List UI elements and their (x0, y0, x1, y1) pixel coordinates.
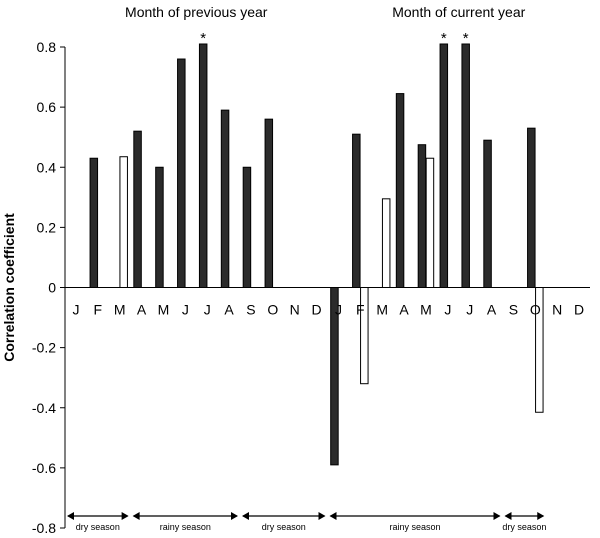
season-label: rainy season (160, 522, 211, 532)
bar (483, 139, 492, 288)
month-label: D (312, 302, 322, 318)
month-label: N (290, 302, 300, 318)
month-label: J (466, 302, 473, 318)
season-arrow-head-left (132, 512, 140, 520)
month-label: F (356, 302, 365, 318)
month-label: J (335, 302, 342, 318)
month-label: D (574, 302, 584, 318)
season-arrow-head-right (121, 512, 129, 520)
month-label: M (376, 302, 388, 318)
y-tick-label: 0.8 (37, 39, 57, 55)
season-arrow-head-right (537, 512, 545, 520)
bar (395, 93, 405, 288)
bar (177, 58, 186, 289)
y-tick-label: -0.8 (32, 520, 56, 536)
month-label: N (552, 302, 562, 318)
bar (119, 156, 128, 288)
month-label: J (182, 302, 189, 318)
bar (155, 166, 164, 288)
bar (133, 130, 142, 288)
y-tick-label: -0.4 (32, 400, 56, 416)
month-label: M (420, 302, 432, 318)
y-tick-label: -0.2 (32, 340, 56, 356)
bar (381, 198, 391, 288)
season-arrow-head-right (493, 512, 501, 520)
group-title: Month of previous year (125, 4, 268, 20)
bar (220, 109, 230, 288)
month-label: M (114, 302, 126, 318)
labels: Correlation coefficient J F M A M J J A S O N D J F M A M… (1, 4, 584, 362)
bar (264, 118, 274, 289)
bar (535, 287, 544, 413)
season-label: rainy season (389, 522, 440, 532)
month-label: S (509, 302, 518, 318)
axes: -0.8 -0.6 -0.4 -0.2 0 0.2 0.4 0.6 0.8 (32, 39, 590, 536)
month-label: O (530, 302, 541, 318)
bar (360, 287, 369, 385)
bar (352, 133, 361, 288)
y-tick-label: -0.6 (32, 460, 56, 476)
seasons: dry season rainy season dry season rainy se… (67, 512, 546, 532)
bar (527, 127, 536, 288)
y-tick-label: 0.4 (37, 159, 57, 175)
significance-star: * (463, 30, 469, 47)
month-label: A (399, 302, 409, 318)
bar (461, 43, 470, 289)
season-label: dry season (262, 522, 306, 532)
season-arrow-head-left (242, 512, 249, 520)
bar (439, 43, 449, 289)
season-label: dry season (502, 522, 546, 532)
month-label: O (267, 302, 278, 318)
bar (89, 157, 99, 288)
y-tick-label: 0 (48, 280, 56, 296)
bar (417, 144, 427, 288)
month-label: A (487, 302, 497, 318)
month-label: J (444, 302, 451, 318)
bars (89, 43, 544, 466)
bar (242, 166, 252, 288)
month-label: A (224, 302, 234, 318)
month-label: F (94, 302, 103, 318)
month-label: S (246, 302, 255, 318)
bar (330, 287, 339, 466)
significance-star: * (441, 30, 447, 47)
season-arrow-head-right (318, 512, 326, 520)
month-label: M (158, 302, 170, 318)
group-title: Month of current year (392, 4, 525, 20)
bar (425, 157, 435, 288)
significance-star: * (200, 30, 206, 47)
season-arrow-head-left (67, 512, 74, 520)
month-label: J (72, 302, 79, 318)
y-tick-label: 0.2 (37, 219, 57, 235)
bar (198, 43, 208, 289)
month-label: J (204, 302, 211, 318)
season-label: dry season (76, 522, 120, 532)
season-arrow-head-right (231, 512, 238, 520)
season-arrow-head-left (329, 512, 337, 520)
y-tick-label: 0.6 (37, 99, 57, 115)
y-axis-label: Correlation coefficient (1, 213, 17, 362)
month-label: A (137, 302, 147, 318)
season-arrow-head-left (504, 512, 512, 520)
